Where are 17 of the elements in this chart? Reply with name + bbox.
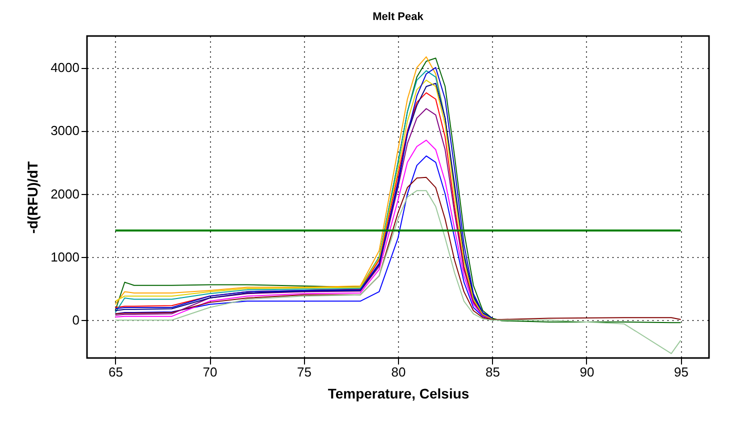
x-tick-label: 70 xyxy=(202,364,218,380)
x-tick-label: 85 xyxy=(486,364,500,380)
y-axis-title: -d(RFU)/dT xyxy=(24,160,41,234)
x-tick-label: 90 xyxy=(580,364,594,380)
x-tick-label: 75 xyxy=(297,364,312,380)
y-tick-label: 4000 xyxy=(50,60,80,76)
y-tick-label: 0 xyxy=(72,312,80,328)
x-tick-label: 95 xyxy=(674,364,688,380)
x-tick-label: 65 xyxy=(108,364,124,380)
y-tick-label: 2000 xyxy=(50,186,80,202)
y-tick-label: 1000 xyxy=(50,249,80,264)
line-series xyxy=(114,190,682,354)
x-tick-label: 80 xyxy=(391,364,406,380)
line-series xyxy=(114,176,682,320)
chart-title: Melt Peak xyxy=(372,11,424,23)
y-tick-label: 3000 xyxy=(50,123,80,138)
x-axis-title: Temperature, Celsius xyxy=(328,386,470,402)
